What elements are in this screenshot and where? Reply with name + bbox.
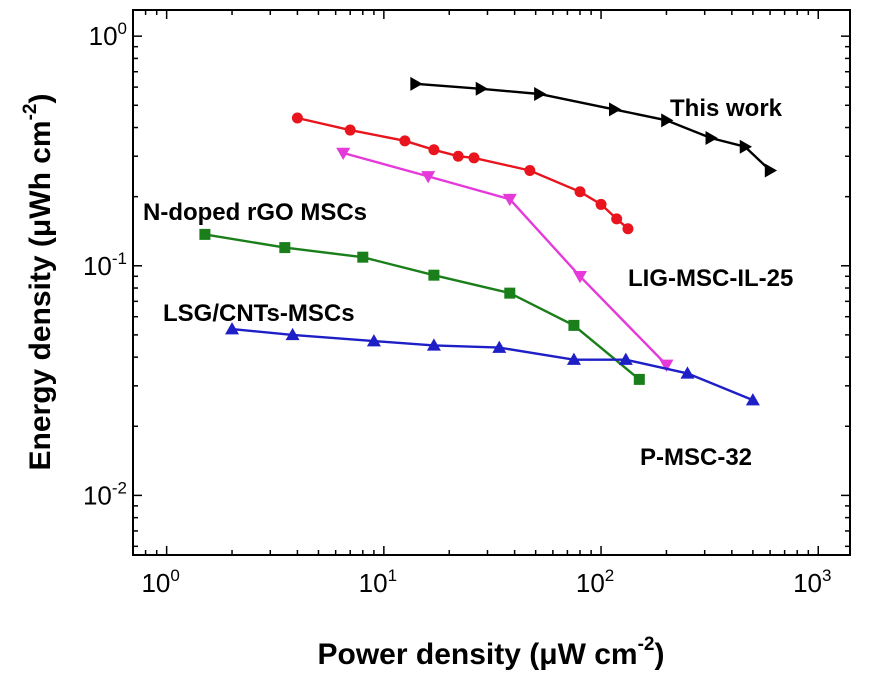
y-tick-label: 100 xyxy=(89,19,127,51)
data-point-lig-msc-il-25 xyxy=(622,223,634,235)
data-point-lsg-cnts-mscs xyxy=(633,373,645,385)
label-this-work: This work xyxy=(670,95,783,122)
tick-labels: 100 101 102 103 10-2 10-1 100 xyxy=(83,19,832,598)
data-point-lsg-cnts-mscs xyxy=(199,228,211,240)
data-point-p-msc-32 xyxy=(566,352,581,365)
series-line-this-work xyxy=(415,82,771,172)
plot-frame xyxy=(132,9,851,556)
data-point-lig-msc-il-25 xyxy=(452,150,464,162)
series-n-doped-rgo-mscs xyxy=(336,147,674,372)
series-lsg-cnts-mscs xyxy=(199,228,645,385)
data-point-lig-msc-il-25 xyxy=(468,152,480,164)
label-lsg-cnts-mscs: LSG/CNTs-MSCs xyxy=(163,300,355,327)
data-point-lig-msc-il-25 xyxy=(344,124,356,136)
axis-ticks xyxy=(132,10,850,555)
data-point-lig-msc-il-25 xyxy=(574,186,586,198)
x-tick-label: 103 xyxy=(793,566,831,598)
data-point-lsg-cnts-mscs xyxy=(428,269,440,281)
data-point-lsg-cnts-mscs xyxy=(504,287,516,299)
data-point-p-msc-32 xyxy=(680,366,695,379)
x-tick-label: 102 xyxy=(576,566,614,598)
data-point-lsg-cnts-mscs xyxy=(568,319,580,331)
data-point-n-doped-rgo-mscs xyxy=(421,171,436,184)
data-point-lsg-cnts-mscs xyxy=(357,251,369,263)
series-this-work xyxy=(410,76,778,178)
data-point-n-doped-rgo-mscs xyxy=(659,359,674,372)
y-axis-title: Energy density (μWh cm-2) xyxy=(20,94,57,471)
data-point-this-work xyxy=(661,113,674,128)
x-tick-label: 101 xyxy=(359,566,397,598)
data-point-this-work xyxy=(705,131,718,146)
data-point-this-work xyxy=(764,163,778,178)
data-point-p-msc-32 xyxy=(618,352,633,365)
data-point-p-msc-32 xyxy=(285,327,300,341)
y-tick-label: 10-1 xyxy=(83,249,127,281)
data-point-this-work xyxy=(410,76,423,91)
data-point-this-work xyxy=(475,81,488,96)
data-point-this-work xyxy=(608,102,622,117)
data-point-p-msc-32 xyxy=(492,340,507,353)
data-point-n-doped-rgo-mscs xyxy=(336,147,351,160)
x-axis-title: Power density (μW cm-2) xyxy=(318,634,665,671)
data-point-this-work xyxy=(534,86,547,101)
series-lig-msc-il-25 xyxy=(291,112,634,235)
data-point-p-msc-32 xyxy=(366,334,381,347)
data-point-n-doped-rgo-mscs xyxy=(573,271,588,284)
series-line-n-doped-rgo-mscs xyxy=(342,151,668,366)
data-point-lig-msc-il-25 xyxy=(291,112,303,124)
data-point-lig-msc-il-25 xyxy=(611,213,623,225)
series-layer xyxy=(199,76,778,406)
x-tick-label: 100 xyxy=(141,566,179,598)
data-point-p-msc-32 xyxy=(225,322,240,335)
data-point-lig-msc-il-25 xyxy=(595,198,607,210)
data-point-p-msc-32 xyxy=(745,393,760,406)
data-point-lsg-cnts-mscs xyxy=(279,242,291,254)
data-point-p-msc-32 xyxy=(426,338,441,351)
data-point-this-work xyxy=(739,139,753,154)
series-line-p-msc-32 xyxy=(231,327,754,402)
data-point-lig-msc-il-25 xyxy=(428,144,440,156)
data-point-lig-msc-il-25 xyxy=(524,164,536,176)
label-n-doped-rgo-mscs: N-doped rGO MSCs xyxy=(143,199,367,226)
label-p-msc-32: P-MSC-32 xyxy=(640,444,752,471)
data-point-lig-msc-il-25 xyxy=(399,135,411,147)
y-tick-label: 10-2 xyxy=(83,478,127,510)
label-lig-msc-il-25: LIG-MSC-IL-25 xyxy=(628,265,793,292)
data-point-n-doped-rgo-mscs xyxy=(502,193,517,207)
series-p-msc-32 xyxy=(225,322,760,406)
